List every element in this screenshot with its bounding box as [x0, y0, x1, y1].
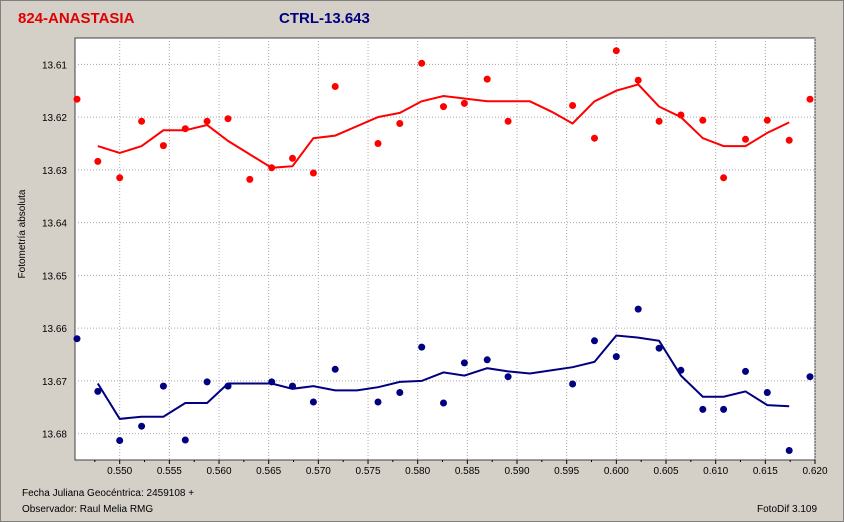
- control-data-point: [224, 382, 232, 390]
- target-data-point: [396, 120, 404, 127]
- target-data-point: [655, 117, 663, 125]
- control-data-point: [289, 382, 296, 390]
- control-data-point: [720, 405, 728, 413]
- x-tick-label: 0.605: [653, 466, 678, 477]
- target-data-point: [331, 83, 339, 90]
- control-trend-line: [96, 334, 790, 420]
- control-data-point: [396, 389, 404, 396]
- target-data-point: [138, 117, 146, 125]
- x-tick-label: 0.615: [753, 466, 778, 477]
- control-data-point: [634, 305, 642, 313]
- x-tick-label: 0.600: [604, 466, 629, 477]
- control-data-point: [116, 437, 124, 444]
- target-data-point: [806, 95, 814, 103]
- y-tick-label: 13.61: [42, 60, 67, 71]
- target-title: 824-ANASTASIA: [18, 10, 135, 27]
- control-data-point: [331, 365, 339, 373]
- y-tick-label: 13.64: [42, 219, 67, 230]
- target-data-point: [73, 95, 81, 103]
- control-data-point: [699, 405, 707, 413]
- control-data-point: [460, 359, 468, 367]
- control-data-point: [440, 399, 447, 407]
- y-tick-label: 13.67: [42, 377, 67, 388]
- target-data-point: [374, 140, 382, 147]
- x-tick-label: 0.555: [157, 466, 182, 477]
- target-data-point: [742, 135, 749, 143]
- control-data-point: [138, 422, 146, 430]
- target-data-point: [699, 116, 707, 124]
- target-data-point: [159, 142, 167, 150]
- control-title: CTRL-13.643: [279, 10, 370, 27]
- x-tick-label: 0.590: [504, 466, 529, 477]
- control-data-point: [591, 337, 598, 345]
- target-data-point: [460, 99, 468, 107]
- target-data-point: [483, 75, 491, 83]
- y-tick-label: 13.63: [42, 166, 67, 177]
- x-tick-label: 0.560: [207, 466, 232, 477]
- target-data-point: [677, 111, 685, 119]
- control-data-point: [483, 356, 491, 364]
- x-tick-label: 0.595: [554, 466, 579, 477]
- x-tick-label: 0.565: [256, 466, 281, 477]
- x-tick-label: 0.585: [455, 466, 480, 477]
- control-data-point: [742, 367, 749, 375]
- x-tick-label: 0.575: [356, 466, 381, 477]
- target-data-point: [440, 103, 447, 111]
- target-data-point: [785, 136, 793, 144]
- control-data-point: [374, 398, 382, 406]
- target-data-point: [268, 164, 276, 172]
- target-data-point: [116, 174, 124, 182]
- control-data-point: [655, 344, 663, 352]
- control-data-point: [418, 343, 426, 351]
- target-data-point: [203, 117, 211, 125]
- target-data-point: [763, 116, 771, 124]
- observer-label: Observador: Raul Melia RMG: [22, 504, 154, 515]
- y-axis-label: Fotometría absoluta: [17, 189, 28, 278]
- y-tick-label: 13.66: [42, 324, 67, 335]
- control-data-point: [94, 387, 102, 395]
- y-tick-label: 13.65: [42, 271, 67, 282]
- target-data-point: [289, 154, 296, 162]
- target-data-point: [418, 59, 426, 67]
- target-data-point: [612, 47, 620, 55]
- target-data-point: [309, 169, 317, 177]
- control-data-point: [203, 378, 211, 386]
- target-data-point: [181, 125, 189, 133]
- target-data-point: [224, 115, 232, 123]
- x-tick-label: 0.620: [802, 466, 827, 477]
- x-tick-label: 0.570: [306, 466, 331, 477]
- control-data-point: [268, 378, 276, 386]
- control-data-point: [785, 447, 793, 454]
- x-tick-label: 0.550: [107, 466, 132, 477]
- control-data-point: [612, 353, 620, 361]
- y-tick-label: 13.68: [42, 430, 67, 441]
- target-data-point: [569, 102, 577, 109]
- target-data-point: [634, 76, 642, 84]
- target-data-point: [94, 157, 102, 165]
- x-tick-label: 0.580: [405, 466, 430, 477]
- control-data-point: [181, 436, 189, 444]
- target-data-point: [504, 117, 512, 125]
- control-data-point: [159, 382, 167, 390]
- control-data-point: [73, 335, 81, 343]
- x-tick-label: 0.610: [703, 466, 728, 477]
- y-tick-label: 13.62: [42, 113, 67, 124]
- target-data-point: [246, 175, 254, 183]
- control-data-point: [677, 366, 685, 374]
- control-data-point: [763, 389, 771, 396]
- target-data-point: [720, 174, 728, 182]
- julian-date-label: Fecha Juliana Geocéntrica: 2459108 +: [22, 488, 195, 499]
- control-data-point: [504, 373, 512, 381]
- target-data-point: [591, 134, 598, 142]
- control-data-point: [569, 380, 577, 388]
- target-trend-line: [97, 83, 790, 169]
- control-data-point: [806, 373, 814, 381]
- software-label: FotoDif 3.109: [757, 504, 818, 515]
- control-data-point: [309, 398, 317, 406]
